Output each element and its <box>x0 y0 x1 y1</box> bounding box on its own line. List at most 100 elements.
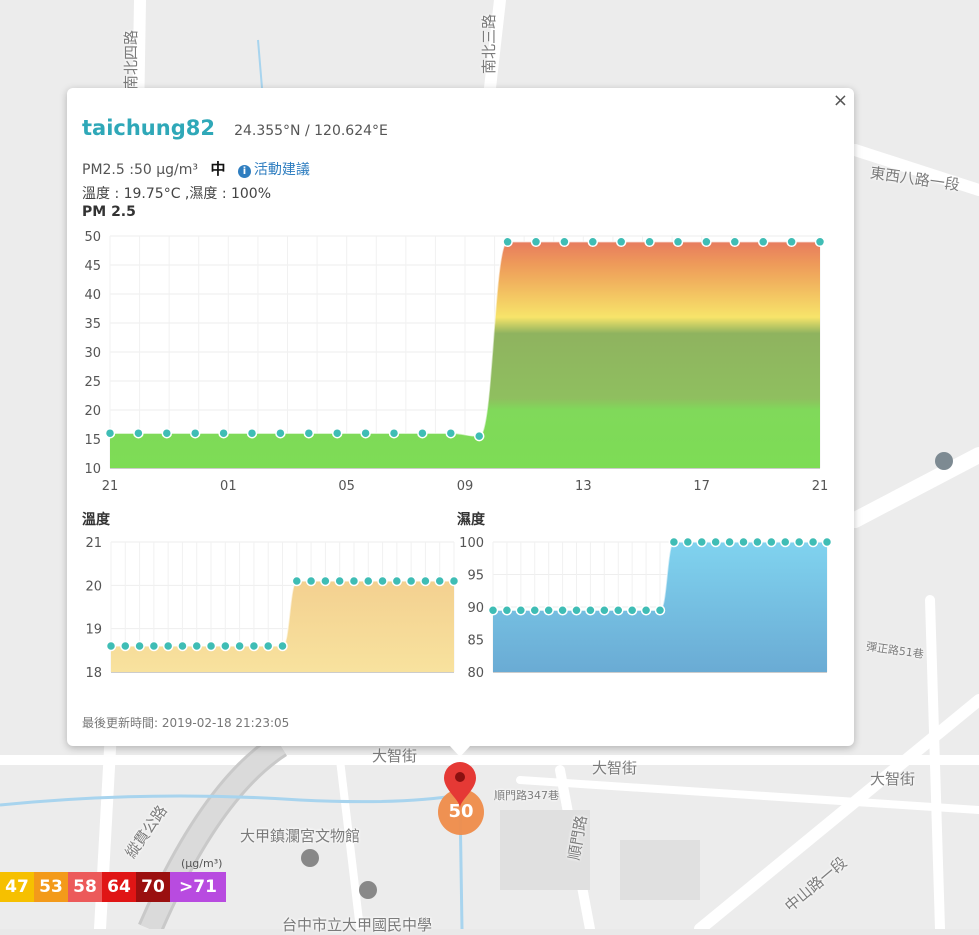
humidity-point[interactable] <box>626 605 638 616</box>
temp-y-tick-label: 19 <box>85 623 102 638</box>
map-pin-icon[interactable] <box>444 762 476 808</box>
pm-point[interactable] <box>814 236 826 248</box>
temp-point[interactable] <box>234 640 245 652</box>
pm-point[interactable] <box>218 427 229 439</box>
temp-point[interactable] <box>405 575 417 587</box>
humidity-point[interactable] <box>585 605 596 616</box>
pm-point[interactable] <box>275 427 286 439</box>
temp-chart[interactable]: 18 19 20 21 <box>75 532 460 682</box>
pm-point[interactable] <box>417 427 428 439</box>
temp-point[interactable] <box>363 575 374 587</box>
pm-y-tick-label: 30 <box>84 346 101 361</box>
pm-point[interactable] <box>473 430 485 442</box>
pm-point[interactable] <box>672 236 684 248</box>
temp-point[interactable] <box>291 575 303 587</box>
humidity-point[interactable] <box>599 605 610 616</box>
cluster-circle[interactable] <box>438 789 484 835</box>
station-name[interactable]: taichung82 <box>82 116 215 140</box>
school-icon[interactable] <box>359 881 377 899</box>
pm-point[interactable] <box>530 236 542 248</box>
museum-icon[interactable] <box>301 849 319 867</box>
temp-point[interactable] <box>134 640 145 652</box>
legend-item-64: 64 <box>102 872 136 902</box>
pm-point[interactable] <box>502 236 513 248</box>
humidity-chart[interactable]: 80 85 90 95 100 <box>453 532 845 682</box>
temp-point[interactable] <box>120 640 131 652</box>
humidity-point[interactable] <box>793 536 805 548</box>
temp-point[interactable] <box>305 575 317 587</box>
pm-point[interactable] <box>559 236 570 248</box>
pm-point[interactable] <box>615 236 627 248</box>
pm-point[interactable] <box>757 236 769 248</box>
humidity-point[interactable] <box>613 605 624 616</box>
pm-point[interactable] <box>388 427 400 439</box>
advice-link[interactable]: i 活動建議 <box>237 162 310 178</box>
humidity-point[interactable] <box>515 605 527 616</box>
cluster-value[interactable]: 50 <box>448 801 474 822</box>
temp-point[interactable] <box>320 575 331 587</box>
temp-point[interactable] <box>377 575 388 587</box>
humidity-point[interactable] <box>682 536 694 548</box>
legend-item-47: 47 <box>0 872 34 902</box>
pm-point[interactable] <box>104 427 116 439</box>
route-shield-icon <box>935 452 953 470</box>
humidity-point[interactable] <box>557 605 568 616</box>
humidity-point[interactable] <box>543 605 554 616</box>
humidity-point[interactable] <box>571 605 582 616</box>
pm-point[interactable] <box>729 236 741 248</box>
station-popup: × taichung82 24.355°N / 120.624°E PM2.5 … <box>67 88 854 746</box>
temp-point[interactable] <box>334 575 345 587</box>
humidity-point[interactable] <box>724 536 735 548</box>
temp-point[interactable] <box>148 640 160 652</box>
humidity-point[interactable] <box>668 536 680 548</box>
humidity-point[interactable] <box>696 536 707 548</box>
pm-point[interactable] <box>360 427 371 439</box>
humidity-point[interactable] <box>640 605 652 616</box>
temp-point[interactable] <box>191 640 202 652</box>
humidity-point[interactable] <box>780 536 791 548</box>
temp-y-tick-label: 18 <box>85 666 102 681</box>
temp-point[interactable] <box>105 640 117 652</box>
temp-point[interactable] <box>262 640 274 652</box>
temp-point[interactable] <box>434 575 445 587</box>
pm-point[interactable] <box>331 427 343 439</box>
pm-point[interactable] <box>161 427 173 439</box>
pm-chart[interactable]: 10 15 20 25 30 35 40 45 50 21 01 05 09 13 17 21 <box>75 222 845 494</box>
humidity-point[interactable] <box>529 605 540 616</box>
pm-point[interactable] <box>246 427 258 439</box>
temp-point[interactable] <box>277 640 288 652</box>
pm-point[interactable] <box>189 427 201 439</box>
pm-point[interactable] <box>644 236 655 248</box>
temp-point[interactable] <box>248 640 260 652</box>
temp-point[interactable] <box>205 640 217 652</box>
pm-point[interactable] <box>445 427 457 439</box>
pm-point[interactable] <box>701 236 712 248</box>
humidity-point[interactable] <box>487 605 499 616</box>
humidity-point[interactable] <box>710 536 721 548</box>
temp-point[interactable] <box>348 575 360 587</box>
humidity-point[interactable] <box>807 536 819 548</box>
humidity-point[interactable] <box>501 605 513 616</box>
pm-point[interactable] <box>587 236 599 248</box>
advice-label[interactable]: 活動建議 <box>253 162 310 178</box>
pm-point[interactable] <box>133 427 144 439</box>
close-button[interactable]: × <box>832 90 848 111</box>
pm-reading: PM2.5 :50 μg/m³ <box>82 162 198 178</box>
humidity-y-tick-label: 100 <box>459 536 484 551</box>
temp-point[interactable] <box>448 575 460 587</box>
temp-point[interactable] <box>162 640 174 652</box>
humidity-point[interactable] <box>738 536 749 548</box>
humidity-point[interactable] <box>766 536 777 548</box>
humidity-area <box>493 542 827 672</box>
station-marker[interactable] <box>438 760 486 836</box>
pm-point[interactable] <box>303 427 315 439</box>
humidity-point[interactable] <box>821 536 833 548</box>
temp-point[interactable] <box>177 640 188 652</box>
station-coords: 24.355°N / 120.624°E <box>234 123 388 139</box>
humidity-point[interactable] <box>752 536 763 548</box>
temp-point[interactable] <box>420 575 431 587</box>
pm-point[interactable] <box>786 236 797 248</box>
humidity-point[interactable] <box>654 605 666 616</box>
temp-point[interactable] <box>220 640 231 652</box>
temp-point[interactable] <box>391 575 403 587</box>
